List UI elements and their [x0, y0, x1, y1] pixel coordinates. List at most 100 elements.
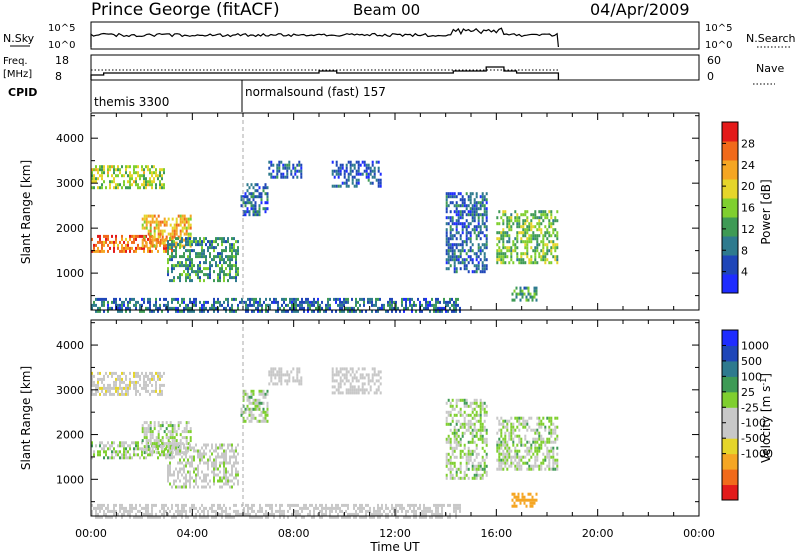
echo-cell-3: [217, 264, 219, 268]
echo-cell-7: [485, 246, 488, 250]
echo-cell-7: [479, 201, 482, 205]
echo-cell-5: [278, 367, 281, 371]
echo-cell-10: [391, 297, 393, 301]
echo-cell-1: [149, 427, 152, 431]
echo-cell-6: [377, 388, 380, 392]
echo-cell-10: [283, 515, 285, 519]
echo-cell-10: [457, 297, 459, 301]
echo-cell-1: [141, 424, 144, 428]
echo-cell-7: [471, 431, 474, 435]
echo-cell-8: [516, 452, 519, 456]
echo-cell-10: [195, 303, 197, 307]
echo-cell-3: [217, 455, 219, 459]
echo-cell-8: [540, 446, 543, 450]
echo-cell-6: [371, 181, 374, 185]
echo-cell-8: [506, 225, 509, 229]
echo-cell-7: [455, 219, 458, 223]
echo-cell-6: [347, 175, 350, 179]
echo-cell-10: [101, 297, 103, 301]
echo-cell-10: [323, 512, 325, 516]
echo-cell-10: [143, 300, 145, 304]
echo-cell-2: [157, 374, 159, 378]
echo-cell-10: [249, 303, 251, 307]
echo-cell-3: [213, 249, 215, 253]
echo-cell-7: [463, 476, 466, 480]
echo-cell-1: [183, 427, 186, 431]
echo-cell-6: [337, 169, 340, 173]
echo-cell-8: [502, 449, 505, 453]
y-tick-label: 4000: [56, 132, 84, 145]
echo-cell-10: [385, 515, 387, 519]
echo-cell-5: [292, 163, 295, 167]
echo-cell-10: [459, 506, 461, 510]
echo-cell-1: [159, 223, 162, 227]
echo-cell-6: [371, 169, 374, 173]
echo-cell-3: [187, 237, 189, 241]
echo-cell-7: [449, 201, 452, 205]
echo-cell-10: [141, 297, 143, 301]
echo-cell-8: [540, 434, 543, 438]
echo-cell-7: [465, 231, 468, 235]
echo-cell-4: [262, 392, 265, 396]
echo-cell-3: [185, 261, 187, 265]
echo-cell-8: [526, 446, 529, 450]
echo-cell-8: [552, 240, 555, 244]
echo-cell-7: [447, 398, 450, 402]
echo-cell-6: [339, 172, 342, 176]
echo-cell-10: [97, 506, 99, 510]
echo-cell-0: [171, 453, 173, 457]
echo-cell-7: [455, 467, 458, 471]
echo-cell-8: [528, 261, 531, 265]
echo-cell-8: [510, 425, 513, 429]
echo-cell-8: [526, 252, 529, 256]
echo-cell-7: [485, 240, 488, 244]
echo-cell-8: [496, 446, 499, 450]
power-colorbar-tick-label: 28: [741, 137, 755, 150]
echo-cell-7: [477, 464, 480, 468]
echo-cell-2: [91, 383, 93, 387]
echo-cell-10: [437, 309, 439, 313]
echo-cell-5: [292, 367, 295, 371]
echo-cell-10: [443, 503, 445, 507]
echo-cell-1: [159, 238, 162, 242]
velocity-colorbar-segment: [722, 438, 738, 455]
echo-cell-0: [161, 450, 163, 454]
echo-cell-7: [485, 452, 488, 456]
echo-cell-6: [345, 166, 348, 170]
echo-cell-7: [453, 195, 456, 199]
echo-cell-8: [536, 261, 539, 265]
echo-cell-8: [526, 210, 529, 214]
echo-cell-4: [258, 413, 261, 417]
echo-cell-4: [246, 189, 249, 193]
echo-cell-10: [199, 300, 201, 304]
echo-cell-10: [325, 509, 327, 513]
echo-cell-10: [419, 300, 421, 304]
echo-cell-1: [145, 226, 148, 230]
echo-cell-10: [387, 506, 389, 510]
echo-cell-8: [516, 222, 519, 226]
echo-cell-6: [377, 184, 380, 188]
echo-cell-8: [550, 216, 553, 220]
echo-cell-10: [369, 506, 371, 510]
echo-cell-3: [169, 246, 171, 250]
echo-cell-3: [225, 273, 227, 277]
x-tick-label: 00:00: [683, 527, 715, 540]
echo-cell-10: [129, 300, 131, 304]
echo-cell-6: [335, 367, 338, 371]
echo-cell-7: [471, 461, 474, 465]
echo-cell-6: [369, 166, 372, 170]
echo-cell-7: [483, 243, 486, 247]
echo-cell-6: [349, 385, 352, 389]
echo-cell-7: [461, 455, 464, 459]
echo-cell-4: [240, 410, 243, 414]
echo-cell-5: [270, 160, 273, 164]
echo-cell-0: [125, 243, 127, 247]
echo-cell-5: [282, 373, 285, 377]
echo-cell-2: [119, 383, 121, 387]
echo-cell-8: [538, 216, 541, 220]
echo-cell-10: [141, 515, 143, 519]
echo-cell-0: [133, 450, 135, 454]
echo-cell-5: [290, 370, 293, 374]
echo-cell-3: [229, 246, 231, 250]
echo-cell-7: [457, 222, 460, 226]
